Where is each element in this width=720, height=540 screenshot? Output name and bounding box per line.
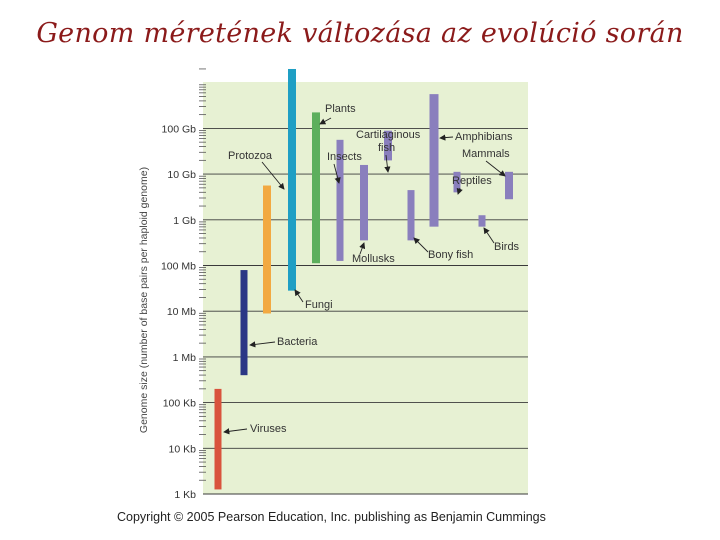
bar-bony-fish — [407, 190, 415, 241]
bar-group — [214, 68, 513, 490]
y-tick-label: 10 Kb — [169, 443, 197, 455]
slide-title: Genom méretének változása az evolúció so… — [36, 18, 684, 49]
y-tick-label: 10 Mb — [167, 306, 196, 318]
bar-fungi — [288, 68, 296, 291]
leader-arrow — [413, 237, 429, 253]
bar-viruses — [214, 388, 222, 490]
y-tick-label: 100 Gb — [162, 123, 197, 135]
leader-arrow — [439, 134, 454, 141]
y-tick-label: 1 Gb — [173, 215, 196, 227]
minor-tick-group — [199, 68, 206, 481]
leader-group — [223, 117, 506, 435]
bar-bacteria — [240, 270, 248, 376]
label-group: Viruses Bacteria Protozoa Fungi Plants Insect… — [228, 103, 520, 435]
bar-insects — [336, 139, 344, 261]
series-label: Fungi — [305, 299, 333, 311]
leader-arrow — [223, 428, 248, 435]
series-label: Plants — [325, 103, 356, 115]
bar-protozoa — [263, 185, 271, 314]
bar-mammals — [505, 171, 513, 200]
plot-background — [203, 82, 528, 494]
series-label: Protozoa — [228, 150, 273, 162]
series-label: Reptiles — [452, 175, 492, 187]
bar-amphibians — [429, 94, 439, 227]
bar-reptiles — [453, 171, 461, 193]
series-label: Mollusks — [352, 253, 395, 265]
leader-arrow — [483, 227, 495, 244]
y-tick-label: 1 Mb — [173, 352, 197, 364]
leader-arrow — [333, 163, 341, 184]
leader-arrow — [319, 117, 332, 125]
copyright-notice: Copyright © 2005 Pearson Education, Inc.… — [117, 510, 546, 524]
leader-arrow — [249, 341, 276, 348]
leader-arrow — [294, 289, 304, 303]
y-tick-label: 10 Gb — [167, 169, 196, 181]
y-tick-label: 100 Kb — [163, 398, 196, 410]
tick-label-group: 1 Kb 10 Kb 100 Kb 1 Mb 10 Mb 100 Mb 1 Gb 10 Gb 1… — [161, 123, 196, 501]
bar-plants — [312, 112, 320, 264]
gridline-group — [203, 127, 528, 495]
bar-cartilaginous-fish — [384, 130, 392, 161]
series-label: Viruses — [250, 423, 287, 435]
series-label: Bacteria — [277, 336, 318, 348]
leader-arrow — [384, 154, 391, 173]
leader-arrow — [485, 160, 506, 177]
series-label: Mammals — [462, 148, 510, 160]
series-label: Amphibians — [455, 131, 513, 143]
leader-arrow — [261, 161, 285, 190]
y-tick-label: 100 Mb — [161, 261, 196, 273]
y-tick-label: 1 Kb — [174, 489, 196, 501]
leader-arrow — [359, 242, 366, 255]
series-label: Birds — [494, 241, 520, 253]
series-label: Bony fish — [428, 249, 473, 261]
series-label: Cartilaginous fish — [356, 129, 421, 154]
series-label: Insects — [327, 151, 362, 163]
bar-mollusks — [360, 164, 368, 241]
leader-arrow — [456, 187, 463, 195]
bar-birds — [478, 215, 486, 227]
y-axis-title: Genome size (number of base pairs per ha… — [138, 167, 150, 433]
